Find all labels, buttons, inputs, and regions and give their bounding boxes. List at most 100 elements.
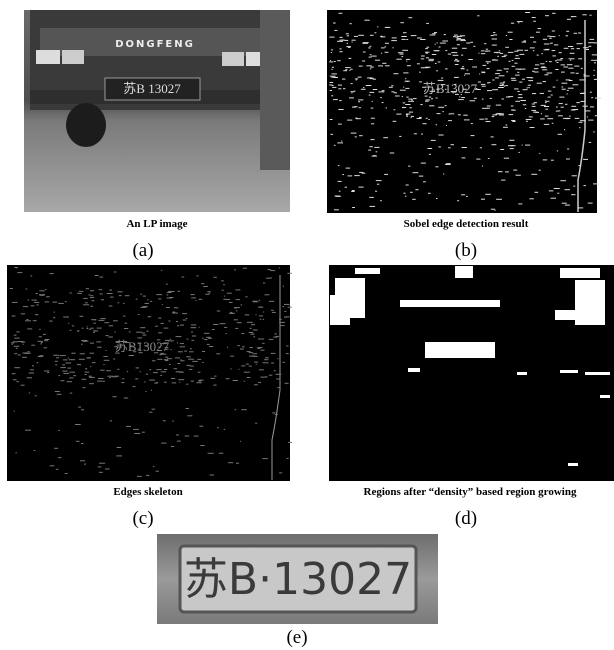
edge-pixel bbox=[269, 301, 274, 302]
edge-pixel bbox=[524, 50, 528, 51]
panel-label: (a) bbox=[132, 240, 153, 261]
edge-pixel bbox=[129, 355, 134, 356]
edge-pixel bbox=[129, 331, 131, 332]
edge-pixel bbox=[549, 38, 551, 39]
edge-pixel bbox=[427, 47, 430, 48]
edge-pixel bbox=[153, 372, 158, 373]
edge-pixel bbox=[430, 91, 435, 92]
edge-pixel bbox=[345, 67, 351, 68]
edge-pixel bbox=[571, 48, 574, 49]
edge-pixel bbox=[182, 313, 187, 314]
truck-badge: DONGFENG bbox=[115, 39, 195, 50]
edge-pixel bbox=[473, 46, 475, 47]
edge-pixel bbox=[552, 31, 555, 32]
edge-pixel bbox=[338, 165, 340, 166]
edge-pixel bbox=[109, 290, 112, 291]
edge-pixel bbox=[80, 316, 84, 317]
edge-pixel bbox=[359, 66, 363, 67]
edge-pixel bbox=[573, 186, 575, 187]
edge-pixel bbox=[584, 76, 590, 77]
edge-pixel bbox=[554, 188, 560, 189]
edge-pixel bbox=[350, 69, 353, 70]
edge-pixel bbox=[552, 55, 556, 56]
edge-pixel bbox=[479, 74, 480, 75]
edge-pixel bbox=[513, 170, 517, 171]
edge-pixel bbox=[444, 34, 446, 35]
edge-pixel bbox=[560, 58, 563, 59]
edge-pixel bbox=[14, 411, 15, 412]
edge-pixel bbox=[264, 359, 268, 360]
edge-pixel bbox=[330, 60, 331, 61]
edge-pixel bbox=[459, 96, 460, 97]
edge-pixel bbox=[371, 108, 374, 109]
edge-pixel bbox=[558, 110, 560, 111]
edge-pixel bbox=[408, 99, 412, 100]
edge-pixel bbox=[14, 335, 17, 336]
edge-pixel bbox=[590, 106, 594, 107]
edge-pixel bbox=[83, 304, 89, 305]
edge-pixel bbox=[230, 368, 231, 369]
edge-pixel bbox=[287, 458, 289, 459]
edge-pixel bbox=[533, 50, 534, 51]
edge-pixel bbox=[408, 166, 410, 167]
caption: Sobel edge detection result bbox=[404, 218, 529, 230]
edge-pixel bbox=[207, 291, 210, 292]
edge-pixel bbox=[492, 60, 497, 61]
edge-pixel bbox=[582, 14, 586, 15]
edge-pixel bbox=[256, 314, 257, 315]
edge-pixel bbox=[162, 343, 167, 344]
edge-pixel bbox=[76, 441, 80, 442]
edge-pixel bbox=[23, 344, 24, 345]
edge-pixel bbox=[515, 58, 520, 59]
edge-pixel bbox=[160, 375, 162, 376]
edge-pixel bbox=[491, 35, 494, 36]
edge-pixel bbox=[383, 137, 388, 138]
edge-pixel bbox=[594, 79, 598, 80]
edge-pixel bbox=[288, 307, 292, 308]
edge-pixel bbox=[496, 105, 501, 106]
edge-pixel bbox=[516, 175, 521, 176]
edge-pixel bbox=[409, 17, 413, 18]
edge-pixel bbox=[411, 35, 417, 36]
edge-pixel bbox=[217, 311, 220, 312]
edge-pixel bbox=[90, 290, 94, 291]
edge-pixel bbox=[100, 318, 106, 319]
edge-pixel bbox=[27, 377, 32, 378]
edge-pixel bbox=[512, 60, 514, 61]
edge-pixel bbox=[169, 364, 171, 365]
edge-pixel bbox=[370, 206, 376, 207]
edge-pixel bbox=[538, 28, 542, 29]
edge-pixel bbox=[57, 394, 62, 395]
edge-pixel bbox=[517, 21, 523, 22]
edge-pixel bbox=[373, 89, 378, 90]
edge-pixel bbox=[104, 360, 110, 361]
edge-pixel bbox=[21, 313, 25, 314]
edge-pixel bbox=[500, 53, 503, 54]
edge-pixel bbox=[241, 365, 245, 366]
edge-pixel bbox=[161, 270, 162, 271]
edge-pixel bbox=[370, 68, 371, 69]
edge-pixel bbox=[431, 98, 433, 99]
edge-pixel bbox=[259, 300, 260, 301]
edge-pixel bbox=[478, 53, 479, 54]
edge-pixel bbox=[425, 96, 428, 97]
edge-pixel bbox=[419, 176, 423, 177]
edge-pixel bbox=[536, 32, 540, 33]
edge-pixel bbox=[515, 75, 520, 76]
panel-label: (b) bbox=[455, 240, 477, 261]
edge-pixel bbox=[97, 328, 102, 329]
edge-pixel bbox=[226, 333, 227, 334]
edge-pixel bbox=[411, 116, 414, 117]
edge-pixel bbox=[11, 342, 13, 343]
edge-pixel bbox=[486, 61, 491, 62]
edge-pixel bbox=[351, 91, 355, 92]
edge-pixel bbox=[420, 104, 422, 105]
edge-pixel bbox=[253, 330, 258, 331]
edge-pixel bbox=[517, 91, 519, 92]
edge-pixel bbox=[358, 99, 363, 100]
edge-pixel bbox=[576, 73, 579, 74]
edge-pixel bbox=[401, 36, 407, 37]
edge-pixel bbox=[34, 302, 39, 303]
edge-pixel bbox=[136, 332, 142, 333]
edge-pixel bbox=[157, 339, 160, 340]
